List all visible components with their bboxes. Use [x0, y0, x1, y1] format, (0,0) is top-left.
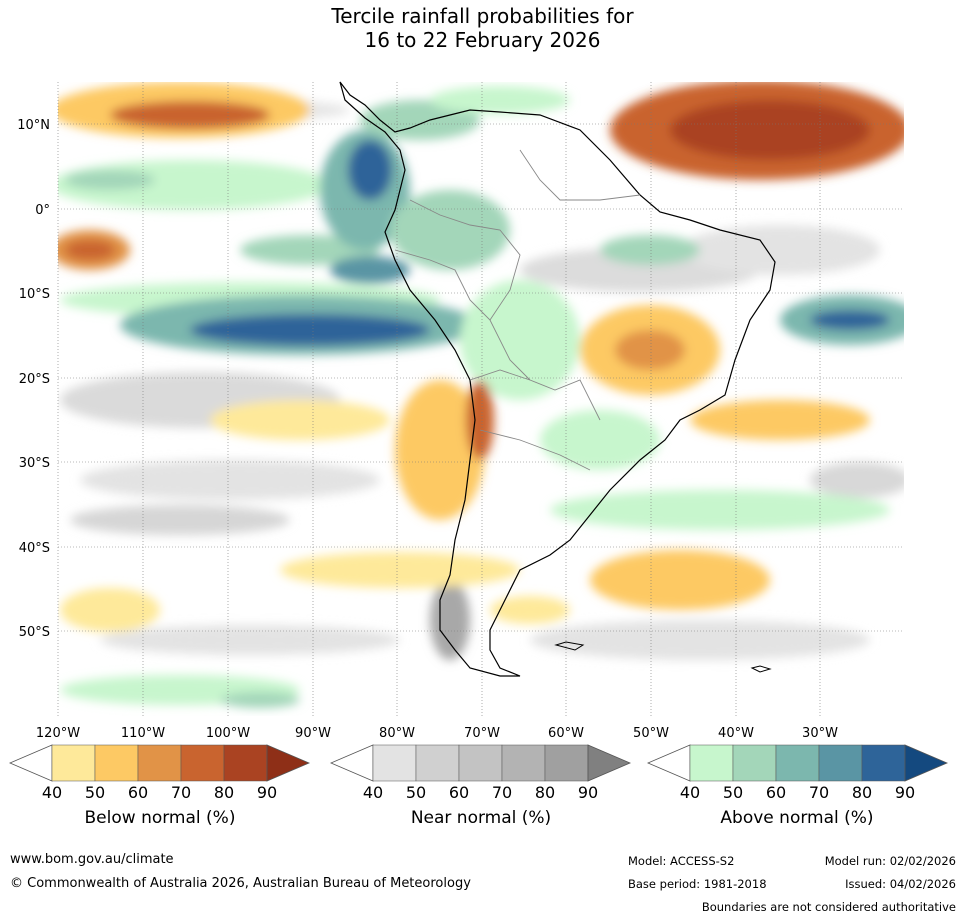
model-text: Model: ACCESS-S2 [628, 854, 735, 868]
colorbar-tick-label: 50 [406, 783, 426, 802]
colorbar-tick-label: 60 [449, 783, 469, 802]
lon-label: 80°W [379, 726, 415, 741]
colorbar-segment [689, 744, 734, 782]
country-borders [394, 149, 641, 471]
colorbar-tick-label: 70 [171, 783, 191, 802]
colorbar-segment [94, 744, 139, 782]
colorbar-segment [458, 744, 503, 782]
islands [554, 641, 772, 673]
colorbar-tick-label: 80 [214, 783, 234, 802]
colorbar-segment [861, 744, 906, 782]
colorbar-tick-label: 60 [128, 783, 148, 802]
colorbar-tick-label: 40 [42, 783, 62, 802]
colorbar-tick-label: 90 [257, 783, 277, 802]
colorbar-tick-label: 70 [492, 783, 512, 802]
colorbar-segment [818, 744, 863, 782]
lat-label: 20°S [19, 372, 50, 387]
lat-label: 10°N [17, 118, 50, 133]
lon-label: 90°W [295, 726, 331, 741]
website-link[interactable]: www.bom.gov.au/climate [10, 852, 174, 867]
colorbars: 40 50 60 70 80 90 40 50 60 70 80 90 40 50 60 70 80 90 [8, 744, 949, 802]
lon-label: 30°W [802, 726, 838, 741]
colorbar-segment [372, 744, 417, 782]
lon-label: 60°W [548, 726, 584, 741]
colorbar-1: 40 50 60 70 80 90 [8, 744, 311, 802]
lat-label: 40°S [19, 541, 50, 556]
colorbar-tick-label: 80 [852, 783, 872, 802]
colorbar-tick-label: 80 [535, 783, 555, 802]
colorbar-segment [180, 744, 225, 782]
lon-label: 110°W [121, 726, 165, 741]
longitude-labels: 120°W 110°W 100°W 90°W 80°W 70°W 60°W 50°W 40°W 3… [36, 726, 838, 741]
above-normal-label: Above normal (%) [720, 808, 874, 828]
colorbar-segment [732, 744, 777, 782]
colorbar-segment [501, 744, 546, 782]
colorbar-min-arrow [329, 744, 374, 782]
colorbar-tick-label: 50 [723, 783, 743, 802]
colorbar-segment [223, 744, 268, 782]
colorbar-tick-label: 90 [578, 783, 598, 802]
colorbar-tick-label: 90 [895, 783, 915, 802]
colorbar-min-arrow [646, 744, 691, 782]
title-line-2: 16 to 22 February 2026 [364, 28, 601, 52]
colorbar-2: 40 50 60 70 80 90 [329, 744, 632, 802]
disclaimer-text: Boundaries are not considered authoritat… [701, 900, 956, 914]
lat-label: 0° [35, 203, 50, 218]
title-line-1: Tercile rainfall probabilities for [331, 4, 634, 28]
lon-label: 50°W [633, 726, 669, 741]
colorbar-segment [544, 744, 589, 782]
colorbar-segment [775, 744, 820, 782]
colorbar-tick-label: 40 [680, 783, 700, 802]
lat-label: 30°S [19, 456, 50, 471]
lat-label: 10°S [19, 287, 50, 302]
lat-label: 50°S [19, 625, 50, 640]
below-normal-label: Below normal (%) [84, 808, 236, 828]
near-normal-label: Near normal (%) [410, 808, 552, 828]
base-period-text: Base period: 1981-2018 [628, 877, 767, 891]
colorbar-max-arrow [904, 744, 949, 782]
issued-text: Issued: 04/02/2026 [845, 877, 956, 891]
lon-label: 100°W [206, 726, 250, 741]
latitude-labels: 10°N 0° 10°S 20°S 30°S 40°S 50°S [17, 118, 50, 640]
colorbar-tick-label: 60 [766, 783, 786, 802]
model-run-text: Model run: 02/02/2026 [824, 854, 956, 868]
colorbar-max-arrow [266, 744, 311, 782]
map-title: Tercile rainfall probabilities for 16 to… [0, 4, 965, 52]
lon-label: 120°W [36, 726, 80, 741]
graticule [57, 82, 904, 716]
colorbar-segment [137, 744, 182, 782]
colorbar-tick-label: 70 [809, 783, 829, 802]
colorbar-max-arrow [587, 744, 632, 782]
colorbar-tick-label: 50 [85, 783, 105, 802]
colorbar-tick-label: 40 [363, 783, 383, 802]
colorbar-3: 40 50 60 70 80 90 [646, 744, 949, 802]
lon-label: 70°W [464, 726, 500, 741]
copyright-text: © Commonwealth of Australia 2026, Austra… [10, 876, 471, 891]
colorbar-segment [51, 744, 96, 782]
colorbar-segment [415, 744, 460, 782]
colorbar-min-arrow [8, 744, 53, 782]
south-america-coastline [339, 81, 776, 677]
lon-label: 40°W [718, 726, 754, 741]
